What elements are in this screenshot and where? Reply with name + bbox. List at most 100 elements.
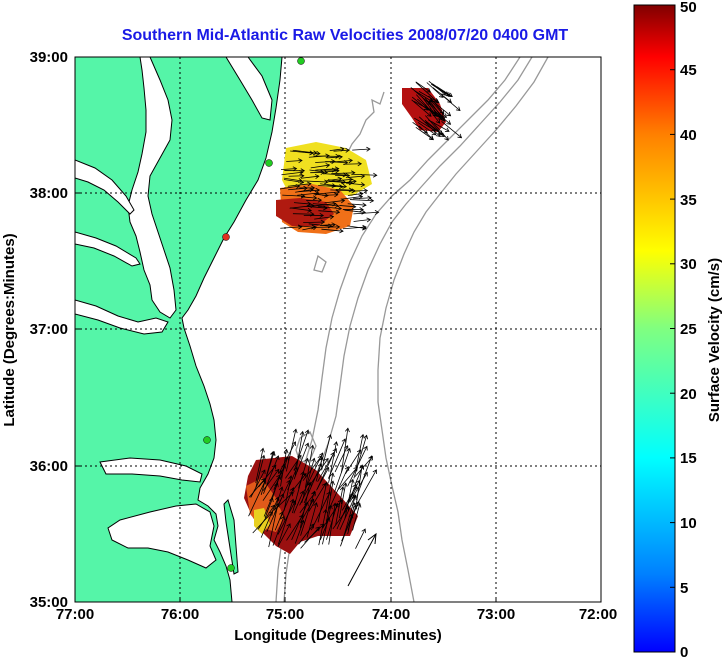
velocity-arrowhead [329,472,335,478]
velocity-arrow [428,119,450,132]
velocity-arrowhead [346,447,351,453]
velocity-arrow [290,207,312,212]
x-tick-label: 75:00 [266,606,304,623]
velocity-arrowhead [274,482,279,488]
velocity-arrow [338,482,347,519]
velocity-arrowhead [356,449,362,455]
velocity-arrow [298,523,315,545]
velocity-arrowhead [423,129,428,134]
velocity-arrowhead [310,211,315,217]
velocity-arrowhead [307,181,312,187]
grid-lines [75,57,601,602]
velocity-arrowhead [309,523,315,529]
velocity-arrowhead [300,173,305,179]
velocity-arrowhead [352,504,358,510]
velocity-arrow [341,196,363,200]
colorbar-tick-label: 20 [680,386,697,403]
velocity-arrowhead [362,202,367,208]
velocity-arrowhead [333,441,339,446]
velocity-arrowhead [312,195,318,201]
velocity-arrow [302,226,317,231]
velocity-arrowhead [310,185,316,191]
velocity-arrow [318,185,343,188]
station-marker [222,233,230,241]
velocity-arrowhead [322,508,328,514]
x-tick-label: 76:00 [161,606,199,623]
velocity-arrow [309,169,328,173]
velocity-arrow [302,455,322,481]
velocity-arrowhead [359,433,365,439]
velocity-arrow [304,445,314,488]
velocity-arrowhead [426,112,432,117]
velocity-arrow [248,478,266,498]
velocity-arrowhead [274,502,280,508]
velocity-arrowhead [288,475,293,480]
velocity-arrowhead [339,486,345,491]
velocity-arrow [255,448,264,484]
velocity-arrowhead [367,195,372,201]
velocity-arrowhead [304,457,310,463]
velocity-arrowhead [348,180,354,186]
velocity-arrowhead [292,166,298,172]
velocity-arrowhead [335,189,341,195]
velocity-arrow [353,211,379,215]
velocity-arrow [347,203,367,206]
velocity-arrow [327,156,343,159]
velocity-arrowhead [331,201,337,207]
velocity-arrow [279,185,300,190]
velocity-arrowhead [426,106,432,112]
velocity-arrowhead [339,228,344,234]
velocity-arrow [425,99,441,118]
velocity-arrow [345,449,362,474]
velocity-arrow [318,210,340,213]
velocity-arrow [424,97,444,118]
velocity-arrow [322,173,347,176]
velocity-arrowhead [349,478,355,484]
velocity-arrowhead [348,177,354,183]
velocity-arrow [325,161,348,164]
velocity-arrowhead [457,133,463,139]
x-tick-label: 77:00 [56,606,94,623]
velocity-arrow [272,516,285,546]
velocity-arrowhead [260,454,266,460]
velocity-arrowhead [335,209,341,215]
colorbar-tick-label: 15 [680,450,697,467]
velocity-arrowhead [325,163,331,168]
map-title: Southern Mid-Atlantic Raw Velocities 200… [122,27,569,44]
velocity-arrow [352,190,368,192]
velocity-arrowhead [439,113,444,118]
velocity-arrowhead [329,214,335,220]
colorbar-tick-label: 45 [680,62,697,79]
velocity-arrowhead [446,120,452,125]
velocity-arrow [268,503,279,548]
velocity-arrow [339,494,356,530]
velocity-arrow [339,205,356,208]
x-tick-labels: 77:00 76:00 75:00 74:00 73:00 72:00 [56,606,617,623]
velocity-arrowhead [315,526,320,532]
velocity-arrowhead [338,154,343,160]
velocity-arrowhead [446,111,452,117]
velocity-arrow [414,117,436,132]
velocity-arrowhead [319,456,325,462]
y-tick-label: 37:00 [30,321,68,338]
velocity-arrowhead [326,491,331,497]
delaware-bay [225,57,273,121]
velocity-arrow [347,225,367,229]
velocity-arrow [303,221,325,224]
velocity-arrow [329,180,353,184]
velocity-arrow [415,82,438,103]
velocity-arrow [306,502,317,538]
velocity-arrowhead [362,224,367,230]
velocity-arrowhead [341,438,347,444]
velocity-arrow [283,177,303,182]
velocity-arrow [347,446,368,486]
x-tick-label: 73:00 [477,606,515,623]
y-tick-label: 39:00 [30,49,68,66]
velocity-arrow [292,213,314,215]
velocity-arrow [430,83,449,96]
velocity-arrowhead [327,434,333,439]
velocity-arrowhead [317,462,323,468]
velocity-arrowhead [438,130,443,136]
velocity-arrowhead [304,429,310,435]
velocity-arrowhead [332,448,337,453]
